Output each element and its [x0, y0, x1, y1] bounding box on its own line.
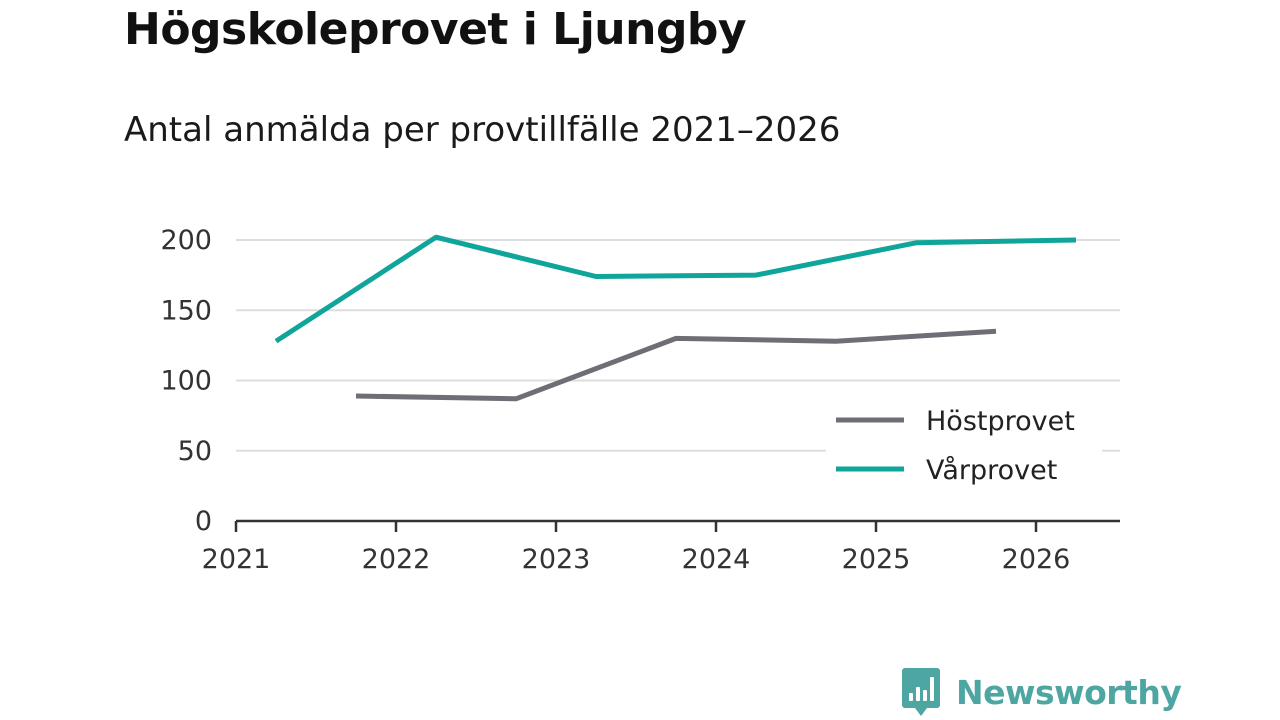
- x-axis: 2021 2022 2023 2024 2025 2026: [202, 519, 1120, 575]
- x-tick-label-2026: 2026: [1002, 544, 1071, 575]
- data-point-v-rprovet-4: [913, 240, 919, 246]
- chart-title: Högskoleprovet i Ljungby: [124, 4, 747, 55]
- x-tick-label-2025: 2025: [842, 544, 911, 575]
- y-tick-label-50: 50: [178, 436, 212, 467]
- data-point-v-rprovet-3: [753, 272, 759, 278]
- brand-name: Newsworthy: [956, 672, 1182, 712]
- chart-subtitle: Antal anmälda per provtillfälle 2021–202…: [124, 110, 841, 150]
- legend-background: [826, 398, 1102, 500]
- brand-logo: Newsworthy: [902, 668, 1182, 716]
- y-axis: 0 50 100 150 200: [160, 225, 212, 537]
- data-point-h-stprovet-0: [353, 393, 359, 399]
- newsworthy-logo-icon: [902, 668, 940, 716]
- data-point-v-rprovet-0: [273, 338, 279, 344]
- x-tick-label-2024: 2024: [682, 544, 751, 575]
- x-tick-label-2021: 2021: [202, 544, 271, 575]
- series-lines: [273, 234, 1079, 402]
- legend-label-v-rprovet: Vårprovet: [926, 455, 1057, 486]
- data-point-h-stprovet-4: [993, 328, 999, 334]
- data-point-v-rprovet-2: [593, 274, 599, 280]
- y-tick-label-150: 150: [160, 295, 212, 326]
- y-tick-label-0: 0: [195, 506, 212, 537]
- series-line-v-rprovet: [274, 234, 1077, 344]
- data-point-h-stprovet-1: [513, 396, 519, 402]
- data-point-h-stprovet-3: [833, 338, 839, 344]
- legend-label-h-stprovet: Höstprovet: [926, 406, 1075, 437]
- x-tick-label-2022: 2022: [362, 544, 431, 575]
- data-point-v-rprovet-1: [433, 234, 439, 240]
- data-point-v-rprovet-5: [1073, 237, 1079, 243]
- y-tick-label-200: 200: [160, 225, 212, 256]
- data-point-h-stprovet-2: [673, 335, 679, 341]
- x-tick-label-2023: 2023: [522, 544, 591, 575]
- series-line-h-stprovet: [355, 328, 997, 402]
- legend: Höstprovet Vårprovet: [826, 398, 1102, 500]
- y-tick-label-100: 100: [160, 366, 212, 397]
